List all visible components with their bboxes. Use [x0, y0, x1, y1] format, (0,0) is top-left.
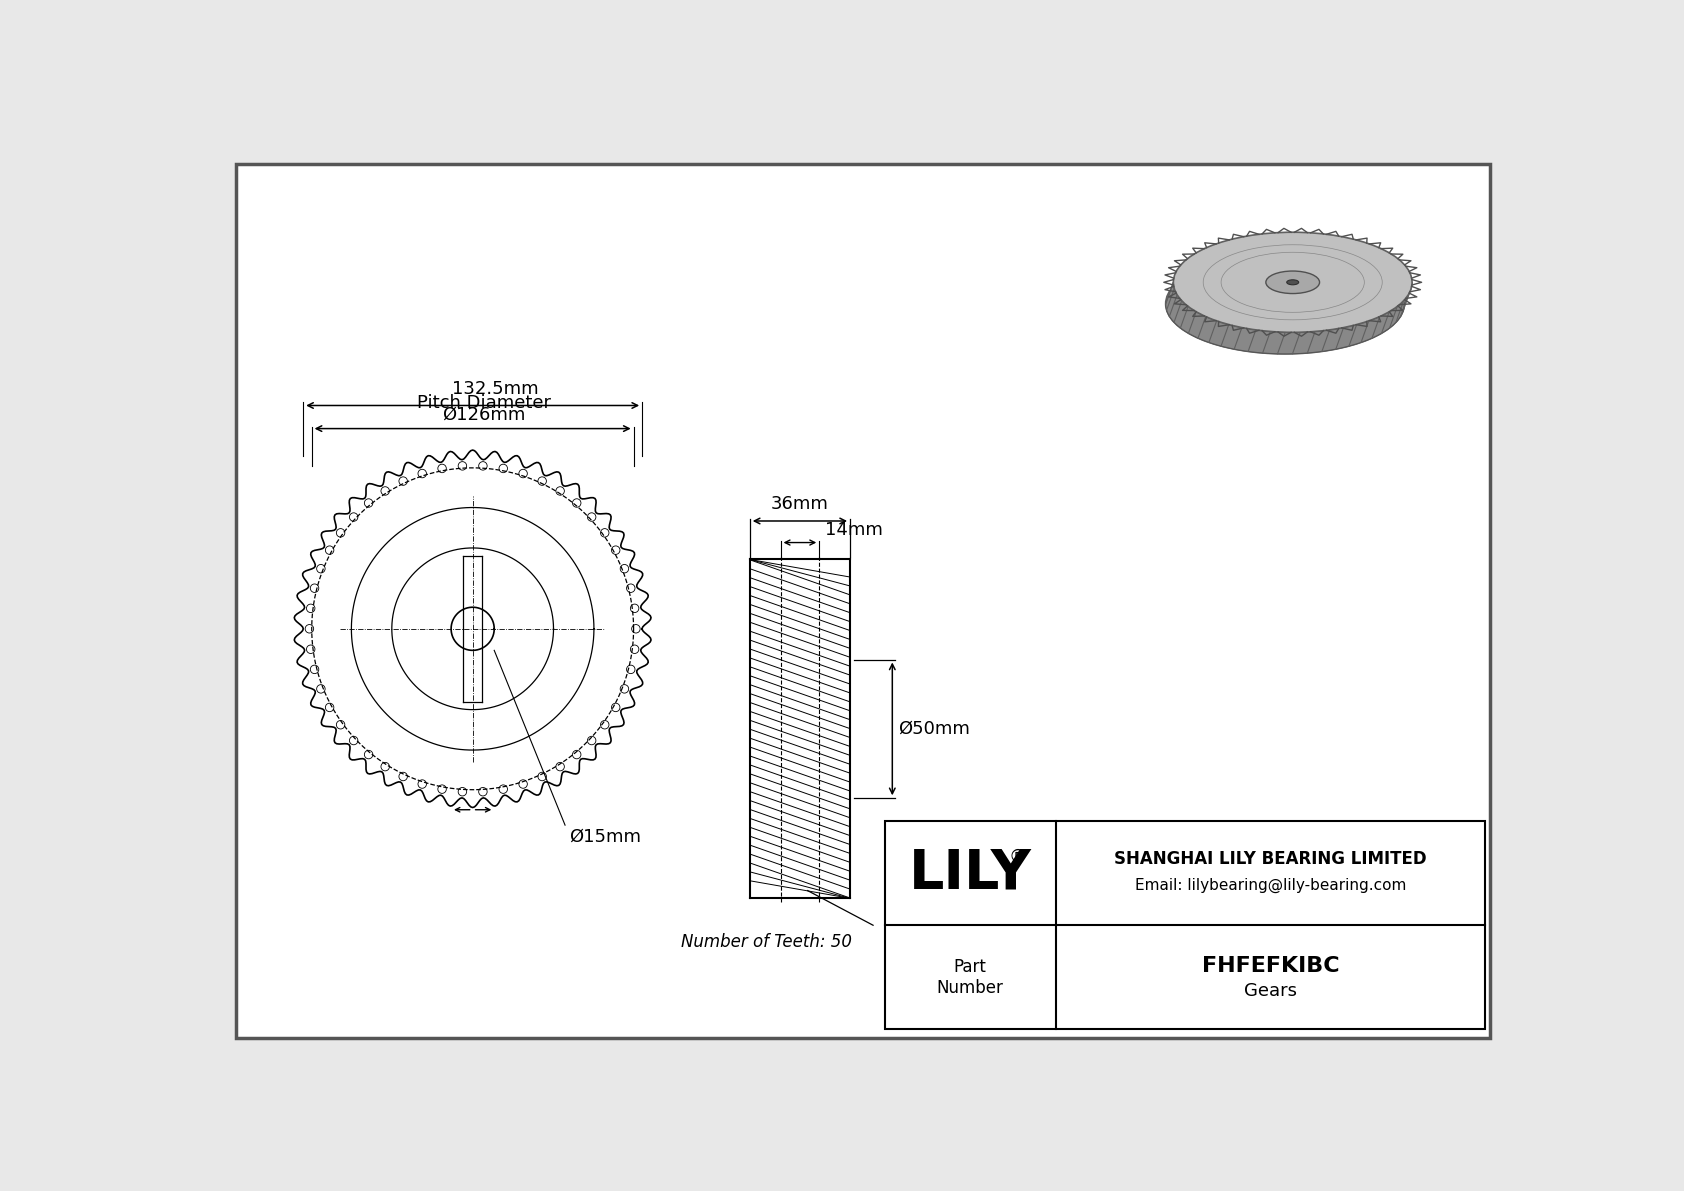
Text: LILY: LILY [909, 847, 1032, 900]
Text: Number of Teeth: 50: Number of Teeth: 50 [680, 933, 852, 950]
Text: Ø50mm: Ø50mm [899, 719, 970, 738]
Polygon shape [1165, 282, 1413, 354]
Ellipse shape [1174, 232, 1413, 332]
Ellipse shape [1287, 280, 1298, 285]
Text: Ø126mm: Ø126mm [443, 406, 525, 424]
Text: Ø15mm: Ø15mm [569, 828, 642, 846]
Text: SHANGHAI LILY BEARING LIMITED: SHANGHAI LILY BEARING LIMITED [1115, 850, 1426, 868]
Text: FHFEFKIBC: FHFEFKIBC [1202, 955, 1339, 975]
Text: Part
Number: Part Number [936, 958, 1004, 997]
Text: Gears: Gears [1244, 983, 1297, 1000]
Ellipse shape [1165, 254, 1404, 354]
Text: 14mm: 14mm [825, 520, 882, 538]
Ellipse shape [1266, 272, 1320, 293]
Text: ®: ® [1009, 847, 1027, 866]
Text: Pitch Diameter: Pitch Diameter [418, 394, 551, 412]
Text: 132.5mm: 132.5mm [453, 380, 539, 398]
Text: 36mm: 36mm [771, 495, 829, 513]
Text: Email: lilybearing@lily-bearing.com: Email: lilybearing@lily-bearing.com [1135, 878, 1406, 893]
Bar [884, 822, 1485, 1029]
